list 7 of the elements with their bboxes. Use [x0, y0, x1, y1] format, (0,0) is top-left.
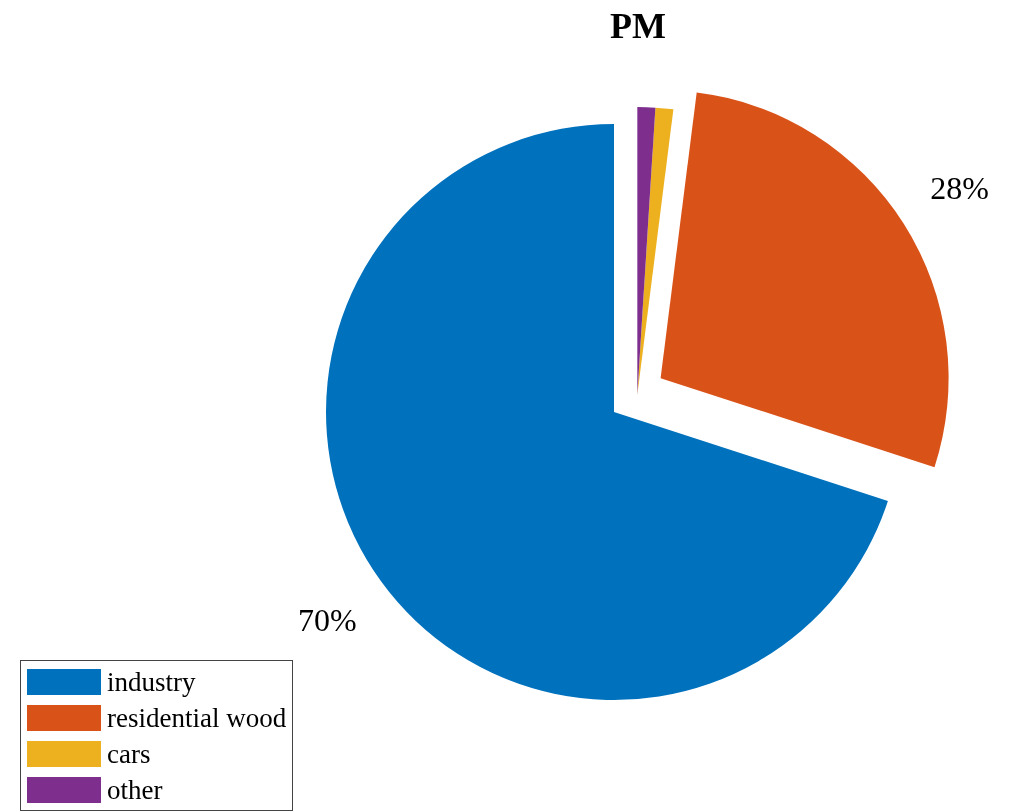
chart-title: PM	[610, 5, 666, 48]
legend-label: residential wood	[107, 702, 287, 734]
legend-label: other	[107, 774, 163, 806]
legend-label: industry	[107, 666, 196, 698]
legend-label: cars	[107, 738, 151, 770]
data-label: 70%	[298, 602, 357, 639]
data-label: 28%	[930, 170, 990, 207]
